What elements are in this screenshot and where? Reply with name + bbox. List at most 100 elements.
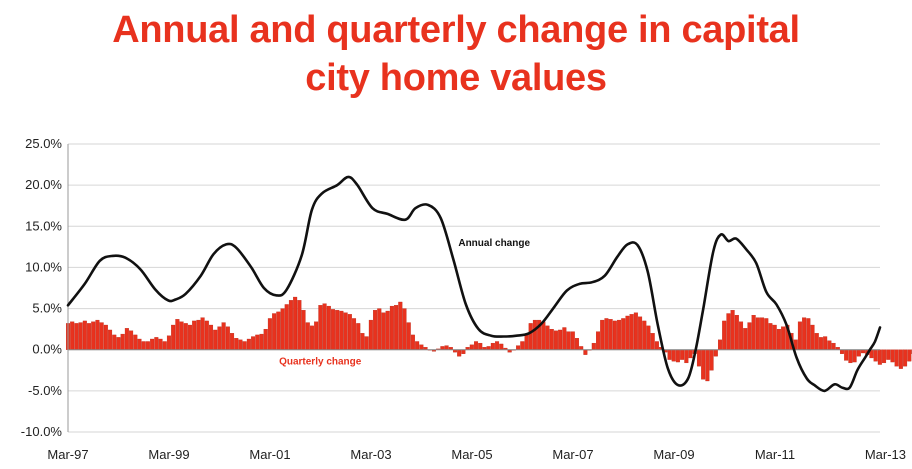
quarterly-bar — [903, 349, 908, 367]
quarterly-bar — [213, 329, 218, 350]
quarterly-bar — [898, 349, 903, 369]
quarterly-bar — [360, 333, 365, 350]
quarterly-bar — [141, 341, 146, 350]
quarterly-bar — [528, 323, 533, 350]
quarterly-change-bars — [65, 296, 912, 382]
quarterly-bar — [739, 321, 744, 350]
quarterly-bar — [166, 335, 171, 350]
quarterly-bar — [781, 326, 786, 350]
quarterly-bar — [642, 320, 647, 350]
quarterly-bar — [747, 322, 752, 350]
quarterly-bar — [377, 308, 382, 350]
quarterly-bar — [524, 334, 529, 350]
quarterly-bar — [612, 320, 617, 350]
quarterly-bar — [688, 349, 693, 359]
quarterly-bar — [335, 310, 340, 350]
quarterly-bar — [751, 315, 756, 350]
quarterly-bar — [457, 349, 462, 357]
quarterly-bar — [532, 319, 537, 350]
quarterly-bar — [802, 317, 807, 350]
x-axis-ticks: Mar-97 Mar-99 Mar-01 Mar-03 Mar-05 Mar-07 Mar-… — [47, 447, 906, 462]
quarterly-bar — [713, 349, 718, 357]
quarterly-bar — [717, 339, 722, 350]
quarterly-bar — [410, 334, 415, 350]
quarterly-bar — [726, 313, 731, 350]
quarterly-bar — [74, 323, 79, 350]
quarterly-bar — [877, 349, 882, 365]
quarterly-bar — [175, 319, 180, 350]
quarterly-bar — [667, 349, 672, 360]
quarterly-bar — [684, 349, 689, 364]
quarterly-bar — [680, 349, 685, 360]
quarterly-bar — [112, 334, 117, 350]
quarterly-bar — [520, 341, 525, 350]
quarterly-bar — [839, 349, 844, 354]
quarterly-bar — [873, 349, 878, 362]
quarterly-bar — [474, 341, 479, 350]
quarterly-bar — [368, 319, 373, 350]
quarterly-bar — [810, 324, 815, 350]
quarterly-bar — [373, 310, 378, 350]
quarterly-bar — [326, 305, 331, 350]
quarterly-bar — [91, 321, 96, 350]
quarterly-bar — [604, 318, 609, 350]
quarterly-bar — [516, 345, 521, 350]
quarterly-bar — [242, 341, 247, 350]
quarterly-bar — [183, 323, 188, 350]
quarterly-bar — [827, 340, 832, 350]
quarterly-bar — [650, 333, 655, 350]
quarterly-bar — [129, 330, 134, 350]
quarterly-bar — [621, 318, 626, 350]
quarterly-bar — [629, 314, 634, 350]
quarterly-bar — [192, 320, 197, 350]
quarterly-bar — [234, 338, 239, 350]
quarterly-bar — [154, 337, 159, 350]
quarterly-bar — [730, 310, 735, 350]
x-tick-label: Mar-11 — [755, 447, 795, 462]
quarterly-bar — [734, 315, 739, 350]
quarterly-bar — [204, 320, 209, 350]
quarterly-bar — [671, 349, 676, 362]
y-tick-label: 5.0% — [32, 301, 62, 316]
quarterly-bar — [108, 329, 113, 350]
quarterly-bar — [549, 328, 554, 350]
quarterly-bar — [259, 333, 264, 350]
quarterly-bar — [402, 308, 407, 350]
quarterly-bar — [272, 313, 277, 350]
quarterly-bar — [309, 325, 314, 350]
x-tick-label: Mar-07 — [552, 447, 593, 462]
quarterly-bar — [356, 323, 361, 350]
quarterly-bar — [625, 315, 630, 350]
quarterly-bar — [221, 322, 226, 350]
quarterly-bar — [495, 341, 500, 350]
quarterly-bar — [806, 318, 811, 350]
quarterly-bar — [230, 333, 235, 350]
quarterly-bar — [251, 336, 256, 350]
annual-change-label: Annual change — [458, 238, 530, 249]
quarterly-bar — [381, 312, 386, 350]
quarterly-bar — [339, 310, 344, 350]
quarterly-bar — [246, 338, 251, 350]
quarterly-bar — [638, 316, 643, 350]
quarterly-bar — [137, 338, 142, 350]
quarterly-bar — [844, 349, 849, 361]
x-tick-label: Mar-13 — [865, 447, 906, 462]
quarterly-bar — [764, 318, 769, 350]
x-tick-label: Mar-03 — [350, 447, 391, 462]
quarterly-bar — [478, 342, 483, 350]
quarterly-bar — [200, 317, 205, 350]
quarterly-bar — [617, 319, 622, 350]
quarterly-bar — [217, 326, 222, 350]
quarterly-bar — [831, 342, 836, 350]
quarterly-bar — [541, 321, 546, 350]
chart-title-line2: city home values — [305, 57, 607, 99]
quarterly-bar — [907, 349, 912, 362]
y-axis-ticks: 25.0% 20.0% 15.0% 10.0% 5.0% 0.0% -5.0% -10.0% — [21, 136, 63, 439]
y-tick-label: 10.0% — [25, 259, 62, 274]
quarterly-bar — [82, 320, 87, 350]
quarterly-bar — [818, 337, 823, 350]
quarterly-bar — [389, 305, 394, 350]
quarterly-bar — [187, 324, 192, 350]
quarterly-bar — [709, 349, 714, 371]
